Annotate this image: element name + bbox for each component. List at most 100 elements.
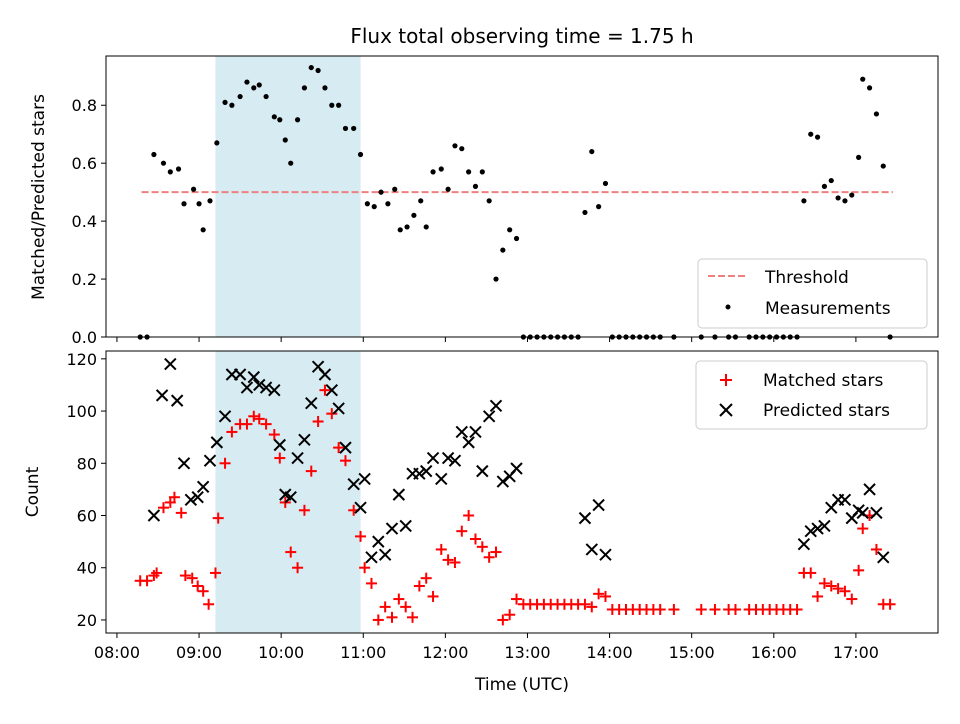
measurement-point [411,212,417,218]
predicted-marker-b [852,504,865,517]
predicted-marker-b [284,491,297,504]
matched-star-point [386,611,398,623]
predicted-star-point [863,483,876,496]
matched-star-point [285,546,297,558]
matched-star-point [825,580,837,592]
matched-star-point [372,614,384,626]
predicted-marker-b [592,498,605,512]
measurement-point [835,195,841,201]
predicted-marker-b [347,477,360,491]
predicted-star-point [170,394,184,407]
predicted-star-point [489,399,503,413]
matched-star-point [168,491,180,503]
measurement-point [263,93,269,100]
predicted-star-point [455,425,468,439]
predicted-star-point [233,368,247,381]
x-axis-ticks-top [116,337,857,342]
predicted-marker-b [489,399,503,413]
measurement-point [308,64,314,71]
predicted-marker-b [247,370,260,384]
matched-star-point [791,604,803,615]
measurement-point [500,247,506,253]
matched-star-point [463,510,475,521]
measurement-point [849,192,855,198]
measurement-point [222,99,228,105]
predicted-star-point [358,472,371,486]
predicted-marker-b [240,381,254,394]
x-tick-label: 12:00 [422,643,468,662]
predicted-marker-b [365,551,378,564]
matched-star-point [812,590,824,602]
predicted-marker-b [170,394,184,407]
legend-matched-label: Matched stars [763,371,883,391]
predicted-marker-b [305,397,318,410]
measurement-point [801,198,807,204]
matched-star-point [192,580,204,592]
predicted-marker-b [354,501,367,514]
predicted-star-point [259,381,273,394]
measurement-point [445,186,451,192]
matched-star-point [853,564,865,576]
matched-star-point [456,525,468,537]
x-tick-label: 09:00 [176,643,222,662]
legend-predicted-label: Predicted stars [763,401,890,421]
matched-star-point [212,512,224,524]
measurement-point [423,224,429,230]
predicted-marker-b [804,524,817,538]
measurement-point [371,204,377,210]
matched-star-point [209,567,221,579]
measurement-point [282,137,288,143]
measurement-point [880,163,886,169]
predicted-star-point [196,480,210,493]
predicted-star-point [305,397,318,410]
measurement-point [582,209,588,216]
predicted-marker-b [585,543,598,556]
matched-star-point [857,523,869,535]
measurement-point [472,183,479,189]
predicted-marker-b [155,389,169,402]
matched-star-point [469,533,481,545]
measurement-point [181,201,187,207]
predicted-marker-b [273,438,286,452]
predicted-marker-b [184,493,198,507]
predicted-marker-b [177,457,191,470]
predicted-star-point [325,383,338,397]
matched-star-point [151,567,163,579]
predicted-star-point [496,475,510,488]
matched-star-point [599,590,611,602]
matched-star-point [695,604,707,615]
predicted-star-point [365,551,378,564]
measurement-point [466,169,472,175]
measurement-point [392,186,398,192]
axes-frame-top [105,55,939,338]
measurement-point [507,227,513,233]
measurement-point [860,76,866,82]
measurement-point [271,114,277,120]
predicted-star-point [291,451,304,465]
predicted-marker-b [318,368,332,381]
predicted-star-point [318,368,332,381]
predicted-marker-b [210,436,224,449]
matched-star-point [870,543,882,555]
y-tick-label: 60 [77,507,97,526]
y-axis-label-bottom: Count [23,466,43,517]
predicted-star-point [426,451,440,465]
y-tick-label: 0.2 [72,270,97,289]
predicted-marker-b [599,548,612,561]
matched-star-point [248,410,260,422]
predicted-star-point [378,548,392,561]
matched-star-point [241,418,253,430]
predicted-star-point [155,389,169,402]
matched-star-point [586,601,598,613]
predicted-marker-b [253,378,266,392]
matched-star-point [326,408,338,420]
x-tick-label: 08:00 [94,643,140,662]
measurement-point [438,166,444,172]
predicted-marker-b [203,454,217,467]
predicted-star-point [448,454,462,467]
predicted-star-point [218,410,232,423]
legend-top: Threshold Measurements [697,258,928,329]
predicted-star-point [797,538,811,551]
matched-star-point [413,580,425,592]
y-tick-label: 0.4 [72,212,97,231]
